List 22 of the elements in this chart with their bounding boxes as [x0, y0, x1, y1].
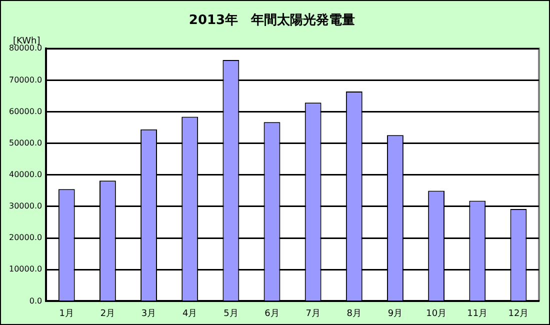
- y-tick-label: 20000.0: [8, 233, 42, 242]
- chart-title: 2013年 年間太陽光発電量: [188, 13, 356, 28]
- x-tick-label: 9月: [388, 308, 403, 319]
- x-tick-label: 1月: [59, 308, 74, 319]
- y-tick-label: 60000.0: [8, 106, 42, 116]
- x-tick-label: 10月: [426, 308, 447, 319]
- y-tick-label: 30000.0: [8, 202, 42, 211]
- y-tick-label: 40000.0: [8, 170, 42, 179]
- y-tick-label: 0.0: [29, 296, 42, 306]
- x-tick-label: 12月: [508, 308, 529, 319]
- y-tick-label: 50000.0: [8, 138, 42, 148]
- x-tick-label: 5月: [224, 308, 238, 319]
- y-tick-label: 70000.0: [8, 75, 42, 84]
- y-tick-label: 10000.0: [8, 264, 42, 274]
- x-tick-label: 11月: [467, 308, 488, 319]
- x-tick-label: 3月: [141, 308, 156, 319]
- x-tick-label: 8月: [346, 308, 362, 319]
- y-tick-label: 80000.0: [8, 44, 42, 53]
- x-tick-label: 2月: [100, 308, 116, 319]
- x-tick-label: 4月: [182, 308, 198, 319]
- x-tick-label: 6月: [264, 308, 280, 319]
- x-tick-label: 7月: [306, 308, 320, 319]
